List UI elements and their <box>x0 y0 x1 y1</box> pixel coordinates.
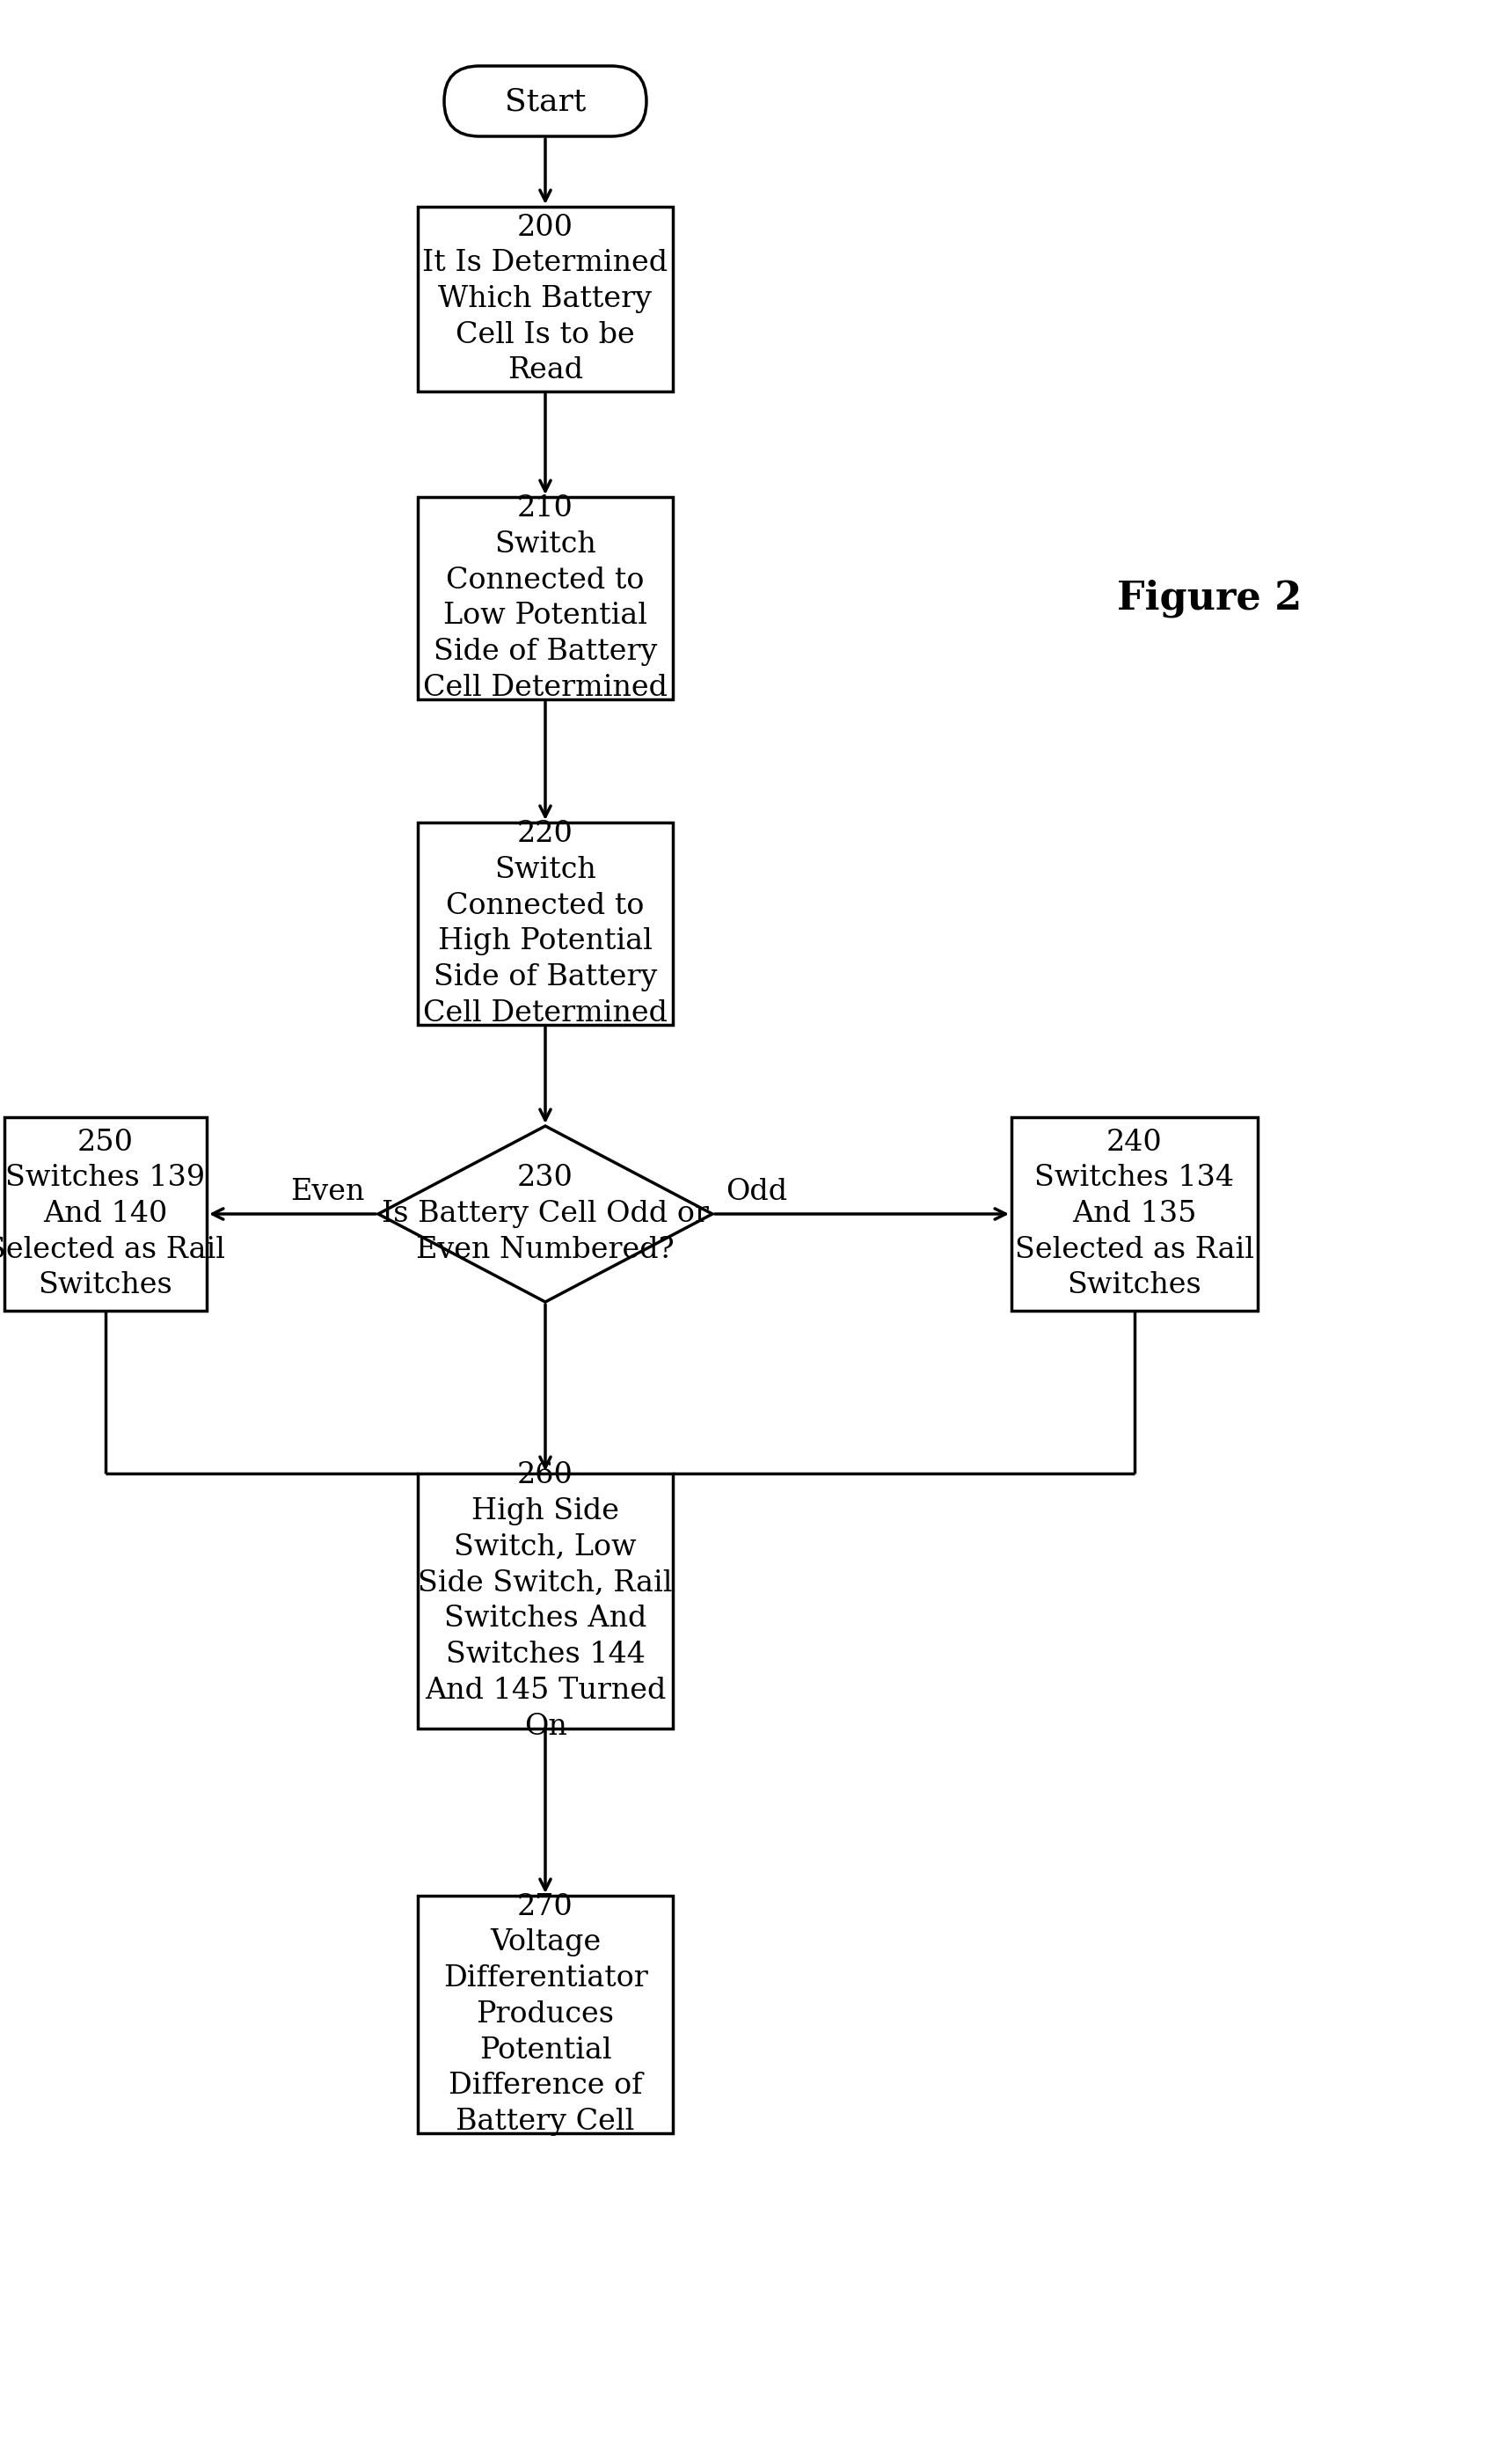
Text: 210
Switch
Connected to
Low Potential
Side of Battery
Cell Determined: 210 Switch Connected to Low Potential Si… <box>423 495 668 702</box>
Text: Even: Even <box>290 1178 366 1205</box>
Text: 260
High Side
Switch, Low
Side Switch, Rail
Switches And
Switches 144
And 145 Tu: 260 High Side Switch, Low Side Switch, R… <box>419 1461 672 1740</box>
Bar <box>417 1473 672 1730</box>
Text: 270
Voltage
Differentiator
Produces
Potential
Difference of
Battery Cell: 270 Voltage Differentiator Produces Pote… <box>443 1892 648 2136</box>
Bar <box>1011 1116 1257 1311</box>
Text: 220
Switch
Connected to
High Potential
Side of Battery
Cell Determined: 220 Switch Connected to High Potential S… <box>423 821 668 1027</box>
Text: 240
Switches 134
And 135
Selected as Rail
Switches: 240 Switches 134 And 135 Selected as Rai… <box>1015 1129 1254 1299</box>
Text: 200
It Is Determined
Which Battery
Cell Is to be
Read: 200 It Is Determined Which Battery Cell … <box>423 214 668 384</box>
Bar <box>417 498 672 700</box>
Text: 230
Is Battery Cell Odd or
Even Numbered?: 230 Is Battery Cell Odd or Even Numbered… <box>382 1163 709 1264</box>
Bar <box>5 1116 207 1311</box>
Text: Start: Start <box>505 86 586 116</box>
Bar <box>417 207 672 392</box>
FancyBboxPatch shape <box>444 67 647 136</box>
Text: Odd: Odd <box>725 1178 787 1205</box>
Bar <box>417 1895 672 2134</box>
Polygon shape <box>378 1126 712 1301</box>
Text: Figure 2: Figure 2 <box>1117 579 1302 618</box>
Bar <box>417 823 672 1025</box>
Text: 250
Switches 139
And 140
Selected as Rail
Switches: 250 Switches 139 And 140 Selected as Rai… <box>0 1129 225 1299</box>
